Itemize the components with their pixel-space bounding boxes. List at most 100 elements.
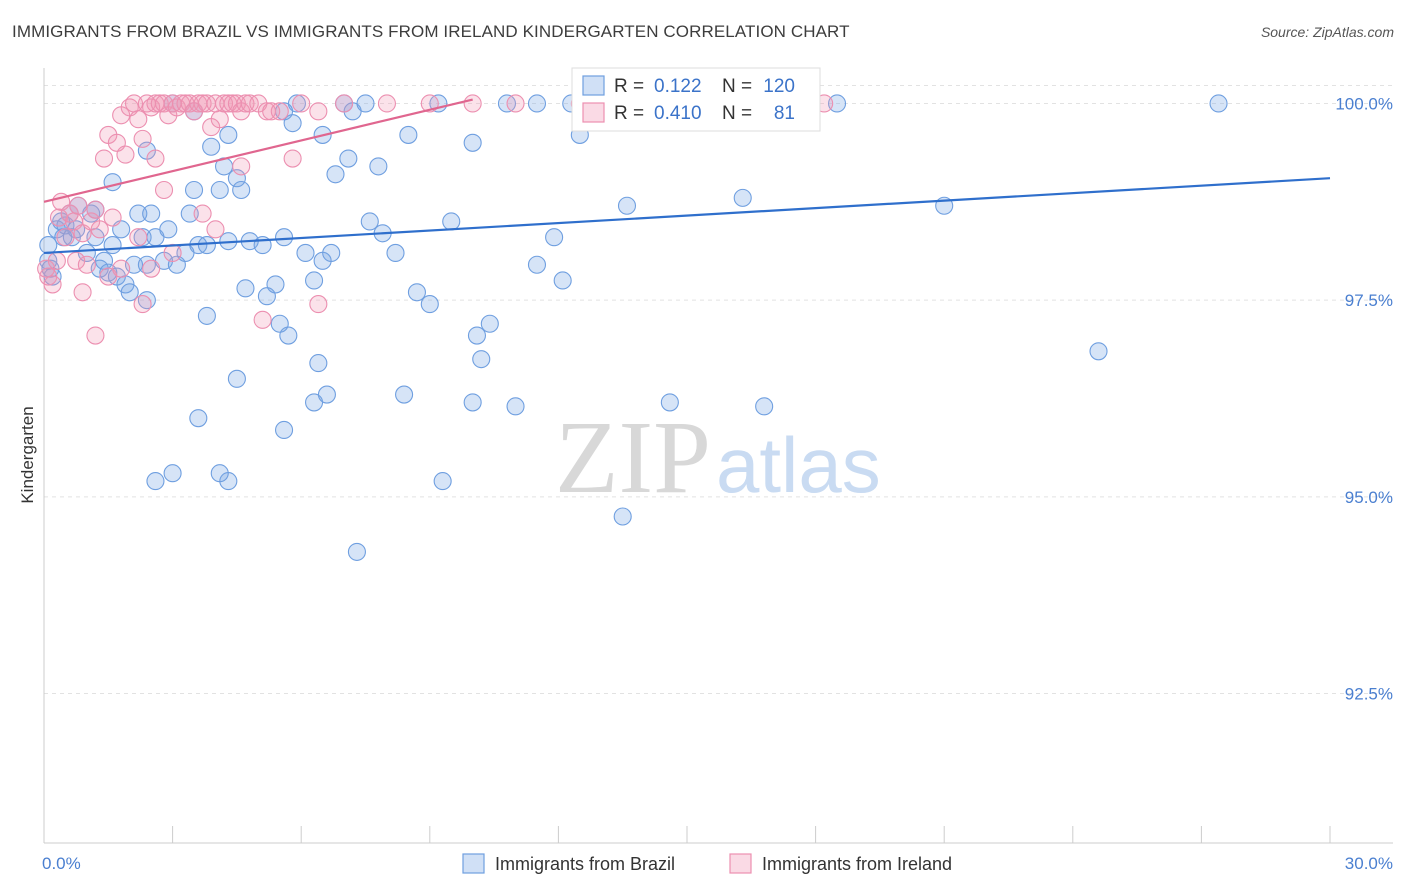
data-point (335, 94, 354, 113)
data-point (322, 243, 341, 262)
trend-line-brazil (43, 177, 1331, 255)
data-point (180, 204, 199, 223)
data-point (257, 102, 276, 121)
data-point (154, 180, 174, 200)
data-point (133, 228, 152, 247)
data-point (77, 255, 96, 274)
data-point (133, 129, 152, 148)
data-point (120, 283, 139, 302)
ireland-r-value: 0.410 (654, 103, 702, 124)
data-point (193, 94, 212, 113)
y-tick-label: 100.0% (1335, 94, 1393, 113)
data-point (463, 133, 482, 152)
data-point (275, 420, 294, 440)
data-point (236, 94, 255, 113)
data-point (232, 180, 251, 200)
y-tick-label: 92.5% (1345, 685, 1393, 704)
ireland-swatch (582, 102, 605, 123)
data-point (660, 393, 679, 412)
axes (43, 68, 1393, 844)
data-point (433, 472, 452, 491)
data-point (1209, 94, 1228, 113)
data-point (210, 464, 229, 483)
stats-legend-box (571, 67, 821, 132)
watermark-zip: ZIP (555, 400, 711, 515)
data-point (219, 125, 238, 144)
data-point (103, 173, 122, 192)
data-point (1089, 342, 1108, 361)
data-point (296, 243, 315, 262)
data-point (56, 228, 75, 247)
grid-lines (44, 84, 1393, 695)
data-point (129, 228, 148, 247)
data-point (827, 94, 847, 113)
data-point (227, 369, 246, 388)
brazil-r-value: 0.122 (654, 76, 702, 97)
chart-title: IMMIGRANTS FROM BRAZIL VS IMMIGRANTS FRO… (12, 22, 850, 41)
data-point (90, 220, 109, 239)
legend-ireland-swatch (729, 853, 752, 874)
data-point (197, 236, 216, 255)
data-point (142, 204, 161, 223)
ireland-n-value: 81 (774, 103, 795, 124)
data-point (755, 397, 774, 416)
data-point (326, 165, 345, 184)
brazil-swatch (582, 75, 605, 96)
data-point (377, 94, 396, 113)
data-point (613, 507, 632, 526)
data-point (49, 208, 69, 227)
series-ireland (37, 94, 834, 345)
series-legend: Immigrants from Brazil Immigrants from I… (462, 853, 952, 874)
data-point (347, 542, 366, 561)
watermark: ZIP atlas (555, 400, 881, 515)
data-point (103, 236, 122, 255)
data-points (37, 94, 1228, 561)
data-point (317, 385, 336, 404)
data-point (369, 157, 388, 176)
data-point (442, 212, 461, 231)
data-point (467, 326, 487, 345)
data-point (309, 102, 328, 121)
tick-labels: 100.0% 97.5% 95.0% 92.5% 0.0% 30.0% (42, 94, 1393, 873)
trend-line-ireland (43, 98, 473, 203)
data-point (197, 306, 216, 325)
data-point (163, 243, 182, 262)
data-point (527, 94, 547, 113)
data-point (305, 271, 324, 290)
data-point (189, 409, 208, 428)
data-point (69, 196, 88, 215)
data-point (206, 220, 225, 239)
data-point (527, 255, 547, 274)
data-point (163, 464, 182, 483)
x-tick-label: 0.0% (42, 854, 81, 873)
data-point (506, 397, 525, 416)
data-point (133, 295, 152, 314)
source-label: Source: ZipAtlas.com (1260, 24, 1394, 40)
data-point (480, 314, 499, 333)
data-point (463, 393, 482, 412)
data-point (86, 200, 105, 219)
data-point (309, 354, 328, 373)
ireland-n-label: N = (722, 103, 752, 124)
data-point (395, 385, 414, 404)
brazil-n-label: N = (722, 76, 752, 97)
legend-ireland-label: Immigrants from Ireland (762, 854, 952, 874)
data-point (472, 350, 491, 369)
stats-legend: R = 0.122 N = 120 R = 0.410 N = 81 (571, 67, 821, 132)
data-point (210, 110, 229, 129)
data-point (112, 259, 131, 278)
data-point (73, 283, 92, 302)
data-point (356, 94, 375, 113)
data-point (339, 149, 358, 168)
ireland-r-label: R = (614, 103, 644, 124)
data-point (292, 94, 311, 113)
data-point (420, 295, 439, 314)
data-point (39, 236, 58, 255)
data-point (47, 251, 66, 270)
data-point (275, 228, 294, 247)
data-point (146, 149, 165, 168)
data-point (146, 472, 165, 491)
data-point (253, 310, 272, 329)
data-point (257, 287, 276, 306)
